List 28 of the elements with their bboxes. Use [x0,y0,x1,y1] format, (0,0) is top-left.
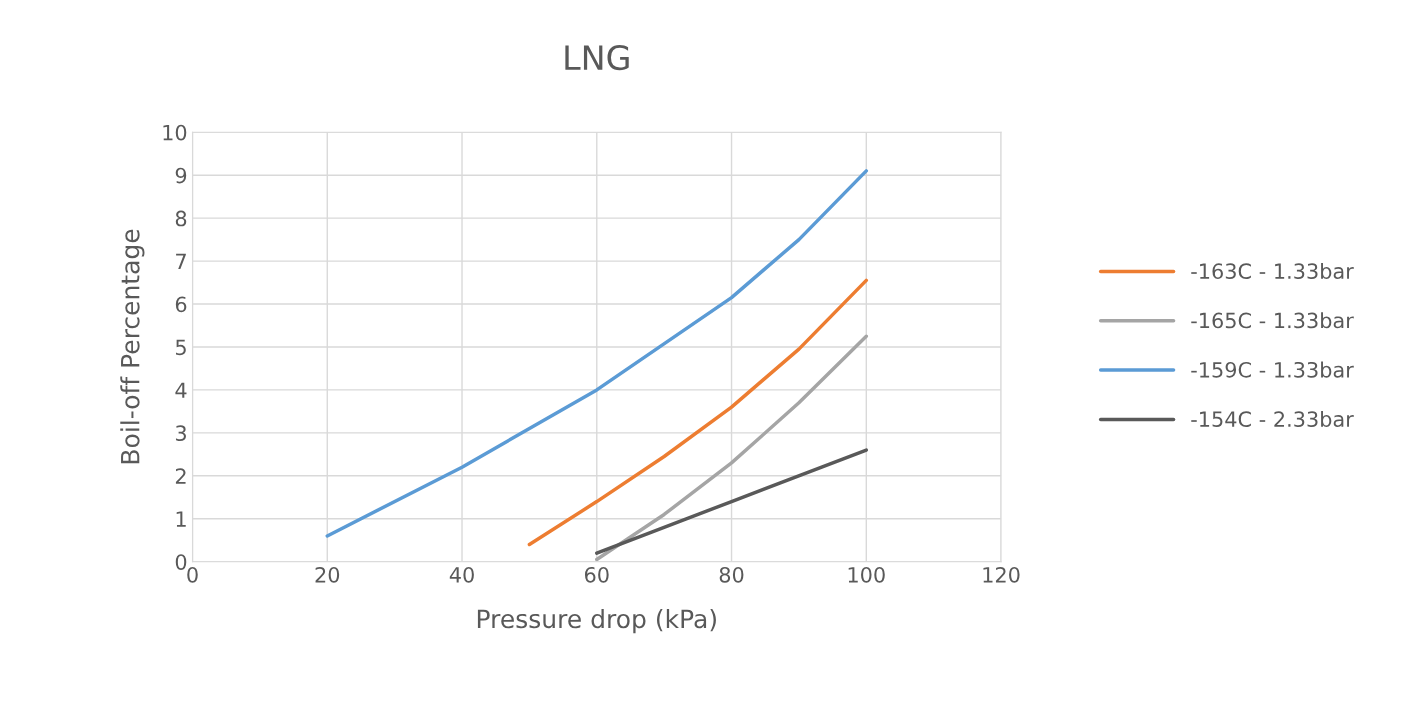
chart-title: LNG [565,45,629,71]
y-tick-label: 5 [176,339,186,356]
x-tick-label: 100 [848,566,885,583]
x-axis-title: Pressure drop (kPa) [477,608,716,634]
line-series [527,278,869,547]
y-tick-label: 7 [176,253,186,269]
y-tick-label: 4 [175,382,187,398]
line-series [325,169,869,538]
line-series [595,334,869,562]
x-tick-label: 60 [584,566,609,583]
x-tick-label: 80 [719,566,744,583]
x-tick-label: 40 [449,566,474,583]
y-tick-label: 10 [163,124,187,141]
y-axis-title: Boil-off Percentage [120,229,145,464]
x-tick-label: 20 [315,566,340,583]
y-tick-label: 6 [175,296,187,313]
y-tick-label: 8 [175,210,187,227]
y-tick-label: 3 [175,425,186,442]
legend-label: -165C - 1.33bar [1191,312,1354,329]
y-tick-label: 2 [175,468,186,484]
x-tick-label: 0 [187,566,198,583]
y-tick-label: 9 [175,167,187,184]
legend-label: -154C - 2.33bar [1191,410,1354,428]
y-tick-label: 0 [175,554,187,570]
legend-label: -159C - 1.33bar [1191,361,1354,378]
y-tick-label: 1 [176,511,186,527]
legend-label: -163C - 1.33bar [1191,262,1354,280]
x-tick-label: 120 [983,566,1020,583]
